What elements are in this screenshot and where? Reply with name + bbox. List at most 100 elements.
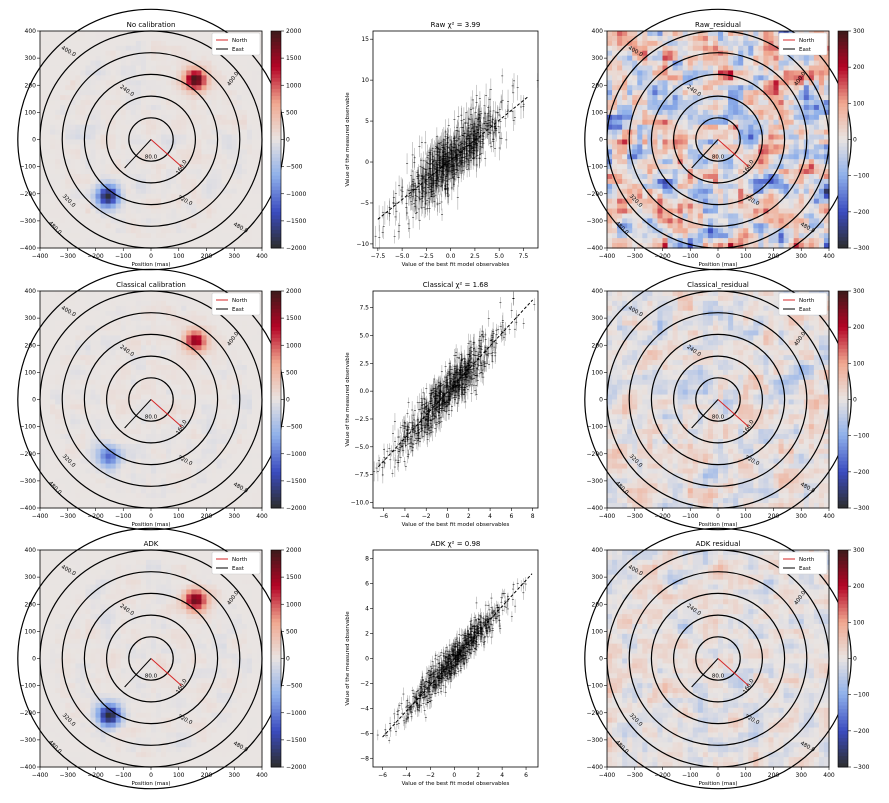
pixel	[181, 70, 187, 76]
pixel	[617, 149, 623, 155]
pixel	[176, 188, 182, 195]
pixel	[682, 31, 689, 37]
pixel	[115, 243, 122, 249]
pixel	[105, 134, 112, 141]
pixel	[140, 134, 147, 141]
pixel	[75, 174, 81, 180]
data-points	[374, 68, 539, 250]
pixel	[151, 233, 157, 239]
pixel	[130, 104, 137, 111]
pixel	[662, 144, 669, 150]
pixel	[50, 31, 56, 37]
pixel	[256, 104, 263, 111]
pixel	[652, 144, 659, 150]
pixel	[246, 109, 253, 116]
pixel	[65, 159, 71, 165]
pixel	[140, 213, 147, 220]
pixel	[206, 178, 213, 185]
pixel	[95, 100, 102, 106]
pixel	[632, 70, 638, 76]
pixel	[65, 70, 71, 76]
pixel	[622, 31, 628, 37]
pixel	[241, 129, 248, 136]
pixel	[647, 35, 654, 42]
pixel	[748, 119, 754, 126]
pixel	[135, 65, 142, 72]
pixel	[763, 100, 770, 106]
pixel	[55, 124, 61, 131]
pixel	[40, 50, 46, 57]
pixel	[612, 114, 618, 121]
pixel	[723, 75, 729, 81]
pixel	[166, 198, 172, 205]
pixel	[211, 124, 218, 131]
pixel	[135, 35, 142, 42]
pixel	[231, 243, 238, 249]
pixel	[642, 139, 648, 146]
pixel	[40, 45, 46, 52]
pixel	[65, 193, 71, 200]
pixel	[748, 139, 754, 146]
pixel	[176, 50, 182, 57]
pixel	[617, 40, 623, 47]
pixel	[753, 129, 759, 136]
pixel	[808, 109, 815, 116]
pixel	[85, 149, 92, 155]
pixel	[65, 45, 71, 52]
pixel	[100, 203, 107, 210]
pixel	[612, 109, 618, 116]
pixel	[70, 50, 76, 57]
pixel	[140, 80, 147, 86]
pixel	[100, 55, 107, 62]
pixel	[181, 90, 187, 96]
pixel	[110, 104, 117, 111]
pixel	[246, 70, 253, 76]
pixel	[773, 90, 780, 96]
pixel	[110, 35, 117, 42]
pixel	[115, 134, 122, 141]
pixel	[662, 55, 669, 62]
pixel	[637, 35, 643, 42]
pixel	[622, 114, 628, 121]
pixel	[191, 169, 198, 175]
pixel	[256, 154, 263, 160]
pixel	[241, 90, 248, 96]
pixel	[40, 75, 46, 81]
pixel	[80, 55, 87, 62]
pixel	[667, 124, 674, 131]
pixel	[151, 203, 157, 210]
pixel	[50, 134, 56, 141]
pixel	[95, 159, 102, 165]
pixel	[85, 154, 92, 160]
pixel	[135, 233, 142, 239]
pixel	[161, 55, 167, 62]
pixel	[723, 149, 729, 155]
pixel	[75, 75, 81, 81]
pixel	[75, 149, 81, 155]
pixel	[171, 40, 177, 47]
pixel	[622, 40, 628, 47]
colorbar-step	[271, 182, 281, 188]
pixel	[80, 188, 87, 195]
pixel	[95, 95, 102, 101]
pixel	[45, 178, 51, 185]
pixel	[90, 80, 97, 86]
pixel	[697, 85, 704, 91]
pixel	[140, 119, 147, 126]
pixel	[682, 119, 689, 126]
pixel	[251, 75, 258, 81]
pixel	[773, 75, 780, 81]
x-tick-label: −400	[32, 253, 49, 260]
pixel	[196, 188, 203, 195]
y-tick-label: −10	[356, 241, 369, 248]
pixel	[818, 90, 825, 96]
pixel	[120, 139, 127, 146]
pixel	[216, 174, 223, 180]
pixel	[718, 149, 724, 155]
pixel	[135, 104, 142, 111]
pixel	[743, 60, 749, 67]
pixel	[246, 169, 253, 175]
pixel	[687, 104, 694, 111]
pixel	[241, 174, 248, 180]
pixel	[50, 55, 56, 62]
